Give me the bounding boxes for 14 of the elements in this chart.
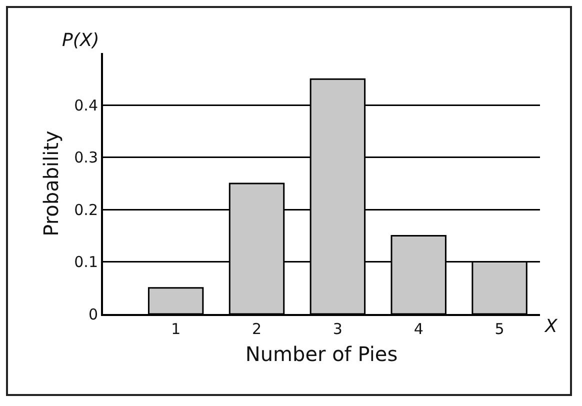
x-tick-label: 5 — [494, 320, 504, 338]
x-tick-label: 2 — [252, 320, 262, 338]
y-tick-label: 0.2 — [74, 200, 98, 219]
x-tick-label: 4 — [414, 320, 424, 338]
x-axis-title: Number of Pies — [245, 342, 398, 366]
text: P(X) — [62, 30, 100, 51]
y-axis-title: Probability — [39, 130, 64, 236]
x-tick-label: 1 — [171, 320, 181, 338]
y-tick-label: 0.3 — [74, 148, 98, 167]
y-tick-label: 0.4 — [74, 96, 98, 114]
x-tick-label: 3 — [332, 320, 342, 338]
text: X — [544, 316, 558, 337]
y-tick-label: 0 — [88, 305, 98, 324]
y-tick-label: 0.1 — [74, 253, 98, 272]
